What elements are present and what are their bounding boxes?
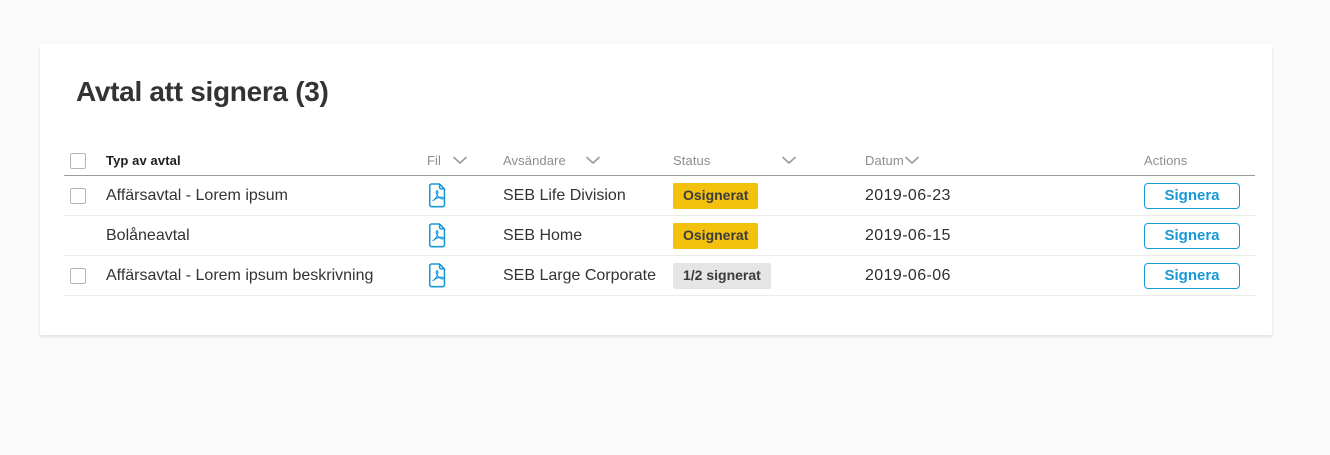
sender-name: SEB Life Division [503, 186, 626, 204]
date-cell: 2019-06-06 [865, 267, 1144, 285]
table-header-row: Typ av avtal Fil Avsändare Status [64, 146, 1255, 176]
table-body: Affärsavtal - Lorem ipsum SEB Life Divis… [64, 176, 1255, 296]
column-header-label: Avsändare [503, 152, 566, 168]
agreements-table: Typ av avtal Fil Avsändare Status [64, 146, 1255, 296]
page-title: Avtal att signera (3) [76, 76, 329, 107]
table-row: Affärsavtal - Lorem ipsum beskrivning SE… [64, 256, 1255, 296]
column-header-label: Datum [865, 153, 904, 168]
sign-button[interactable]: Signera [1144, 262, 1240, 289]
status-badge: Osignerat [673, 222, 759, 249]
row-checkbox-cell [64, 267, 106, 284]
sender-cell: SEB Home [503, 227, 673, 245]
status-cell: Osignerat [673, 182, 865, 209]
sender-name: SEB Home [503, 226, 583, 244]
column-header-label: Actions [1144, 153, 1188, 168]
column-header-actions: Actions [1144, 153, 1255, 168]
agreement-type: Affärsavtal - Lorem ipsum [106, 186, 288, 204]
file-cell [427, 183, 503, 208]
status-cell: Osignerat [673, 222, 865, 249]
column-header-label: Fil [427, 153, 442, 168]
agreement-type: Bolåneavtal [106, 226, 190, 244]
pdf-file-icon[interactable] [427, 263, 447, 288]
column-header-label: Typ av avtal [106, 152, 181, 168]
file-cell [427, 223, 503, 248]
date-cell: 2019-06-23 [865, 187, 1144, 205]
table-row: Affärsavtal - Lorem ipsum SEB Life Divis… [64, 176, 1255, 216]
date-value: 2019-06-23 [865, 186, 951, 204]
agreement-type-cell: Affärsavtal - Lorem ipsum [106, 187, 427, 205]
actions-cell: Signera [1144, 222, 1255, 249]
agreement-type-cell: Bolåneavtal [106, 227, 427, 245]
column-header-file[interactable]: Fil [427, 153, 503, 168]
chevron-down-icon[interactable] [904, 156, 919, 165]
column-header-status[interactable]: Status [673, 153, 865, 168]
file-cell [427, 263, 503, 288]
table-row: Bolåneavtal SEB Home Osignerat 2019-06-1… [64, 216, 1255, 256]
agreement-type-cell: Affärsavtal - Lorem ipsum beskrivning [106, 267, 427, 285]
status-cell: 1/2 signerat [673, 262, 865, 289]
chevron-down-icon[interactable] [782, 156, 797, 165]
date-cell: 2019-06-15 [865, 227, 1144, 245]
column-header-label: Status [673, 153, 711, 168]
pdf-file-icon[interactable] [427, 183, 447, 208]
date-value: 2019-06-06 [865, 266, 951, 284]
column-header-sender[interactable]: Avsändare [503, 152, 673, 170]
chevron-down-icon[interactable] [586, 156, 601, 165]
row-checkbox[interactable] [70, 187, 86, 204]
sign-button[interactable]: Signera [1144, 182, 1240, 209]
agreements-card: Avtal att signera (3) Typ av avtal Fil A… [40, 44, 1272, 335]
select-all-checkbox[interactable] [70, 152, 86, 169]
column-header-date[interactable]: Datum [865, 153, 1144, 168]
sender-cell: SEB Life Division [503, 187, 673, 205]
header-checkbox-cell [64, 152, 106, 169]
actions-cell: Signera [1144, 182, 1255, 209]
status-badge: Osignerat [673, 182, 759, 209]
chevron-down-icon[interactable] [453, 156, 467, 165]
pdf-file-icon[interactable] [427, 223, 447, 248]
column-header-type: Typ av avtal [106, 152, 427, 170]
sign-button[interactable]: Signera [1144, 222, 1240, 249]
row-checkbox-cell [64, 187, 106, 204]
status-badge: 1/2 signerat [673, 262, 771, 289]
date-value: 2019-06-15 [865, 226, 951, 244]
sender-name: SEB Large Corporate [503, 266, 656, 284]
row-checkbox[interactable] [70, 267, 86, 284]
sender-cell: SEB Large Corporate [503, 267, 673, 285]
row-checkbox-cell [64, 228, 106, 244]
agreement-type: Affärsavtal - Lorem ipsum beskrivning [106, 266, 374, 284]
actions-cell: Signera [1144, 262, 1255, 289]
